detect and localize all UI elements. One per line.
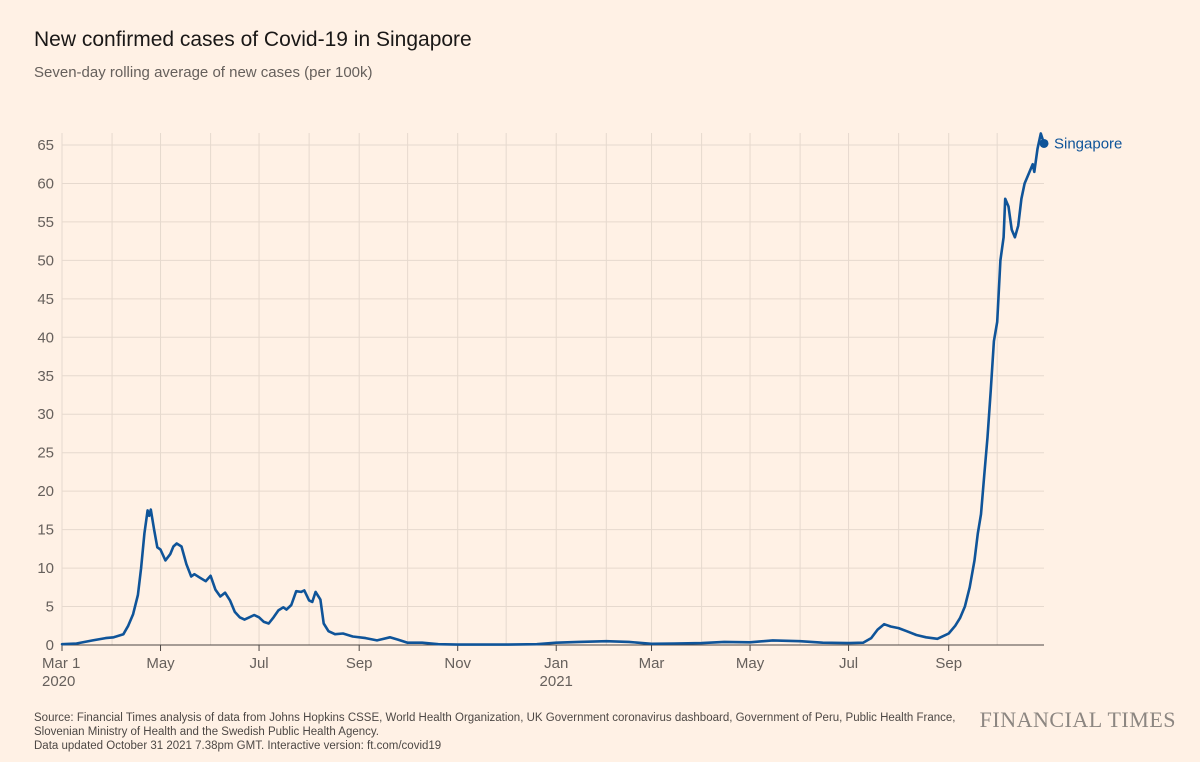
x-tick-label: Nov <box>444 655 471 672</box>
grid-lines <box>61 133 1044 645</box>
x-tick-label: Mar <box>639 655 665 672</box>
chart-title: New confirmed cases of Covid-19 in Singa… <box>34 28 472 51</box>
y-tick-label: 60 <box>37 175 54 192</box>
x-tick-label: Sep <box>935 655 962 672</box>
x-tick-year-label: 2020 <box>42 673 75 690</box>
y-tick-label: 0 <box>46 637 54 654</box>
y-tick-label: 35 <box>37 368 54 385</box>
source-line-1: Source: Financial Times analysis of data… <box>34 712 956 724</box>
series-end-dot <box>1039 138 1049 148</box>
updated-note: Data updated October 31 2021 7.38pm GMT.… <box>34 740 442 752</box>
x-tick-label: May <box>146 655 175 672</box>
y-tick-label: 5 <box>46 599 54 616</box>
series-label: Singapore <box>1054 135 1122 152</box>
chart-subtitle: Seven-day rolling average of new cases (… <box>34 64 373 81</box>
y-tick-label: 40 <box>37 329 54 346</box>
y-tick-label: 10 <box>37 560 54 577</box>
y-tick-label: 50 <box>37 252 54 269</box>
y-tick-label: 15 <box>37 522 54 539</box>
y-tick-label: 45 <box>37 291 54 308</box>
y-tick-label: 65 <box>37 137 54 154</box>
source-line-2: Slovenian Ministry of Health and the Swe… <box>34 726 379 738</box>
x-tick-label: Mar 1 <box>42 655 80 672</box>
ft-logo: FINANCIAL TIMES <box>979 707 1176 732</box>
y-tick-label: 20 <box>37 483 54 500</box>
x-tick-year-label: 2021 <box>540 673 573 690</box>
x-tick-label: Jan <box>544 655 568 672</box>
x-tick-label: Jul <box>249 655 268 672</box>
x-tick-label: May <box>736 655 765 672</box>
series-layer: Singapore <box>60 132 1122 646</box>
series-line-singapore <box>60 132 1046 646</box>
y-tick-label: 25 <box>37 445 54 462</box>
y-tick-label: 30 <box>37 406 54 423</box>
y-tick-label: 55 <box>37 214 54 231</box>
x-tick-label: Sep <box>346 655 373 672</box>
x-tick-label: Jul <box>839 655 858 672</box>
y-axis: 0 5 10 15 20 25 30 35 40 45 50 55 60 65 <box>37 137 1044 654</box>
source-note: Source: Financial Times analysis of data… <box>34 711 984 753</box>
